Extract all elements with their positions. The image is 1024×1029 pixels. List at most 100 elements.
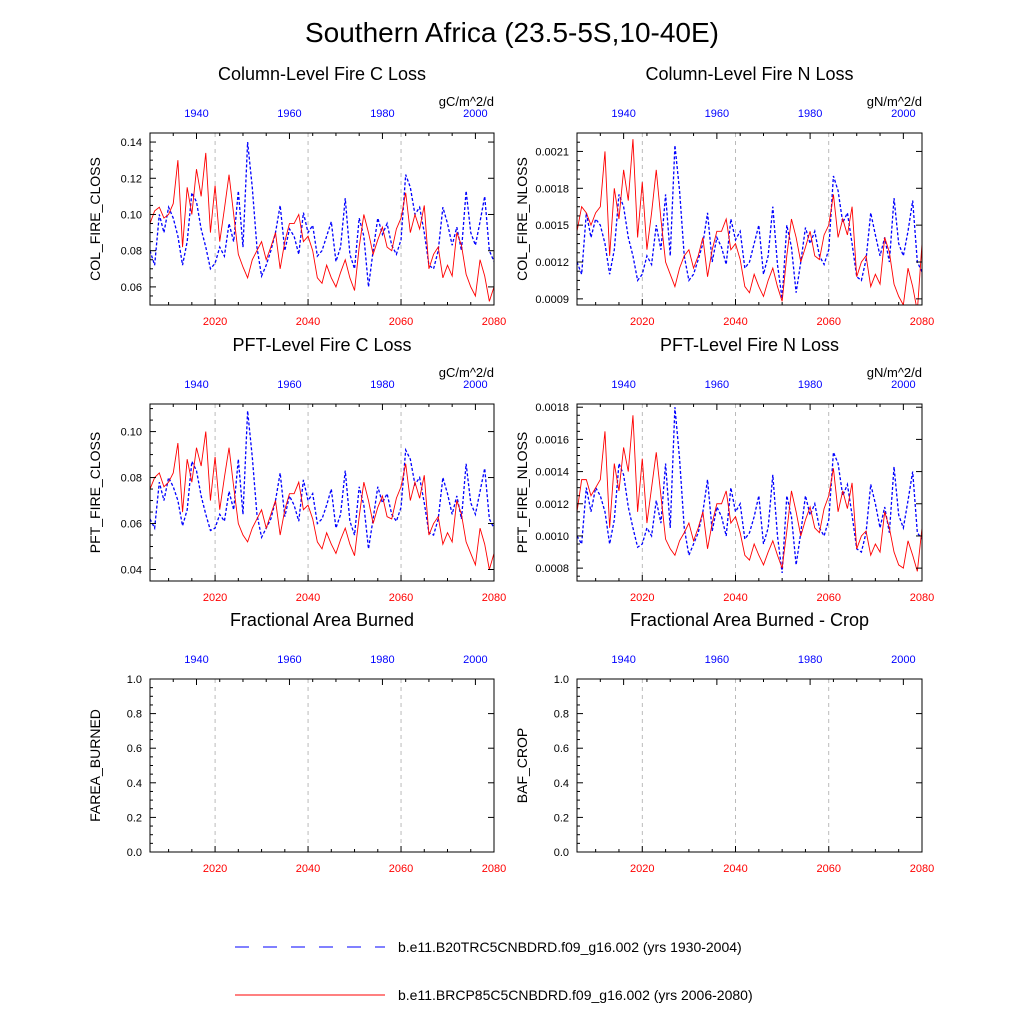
y-tick-label: 0.0018 bbox=[535, 402, 569, 414]
series-line-historical bbox=[577, 407, 922, 574]
series-line-future bbox=[150, 152, 494, 302]
x-tick-label-bottom: 2080 bbox=[482, 863, 506, 875]
x-tick-label-top: 1960 bbox=[705, 379, 729, 391]
y-tick-label: 0.0 bbox=[127, 847, 142, 859]
x-tick-label-top: 2000 bbox=[463, 654, 487, 666]
x-tick-label-bottom: 2020 bbox=[203, 316, 227, 328]
y-tick-label: 0.0 bbox=[554, 847, 569, 859]
y-tick-label: 0.10 bbox=[121, 427, 142, 439]
x-tick-label-top: 1940 bbox=[184, 654, 208, 666]
x-tick-label-bottom: 2060 bbox=[817, 863, 841, 875]
y-axis-label: BAF_CROP bbox=[514, 728, 530, 803]
y-tick-label: 1.0 bbox=[554, 674, 569, 686]
y-tick-label: 1.0 bbox=[127, 674, 142, 686]
x-tick-label-bottom: 2060 bbox=[817, 592, 841, 604]
panels-group: Column-Level Fire C Loss gC/m^2/d COL_FIRE… bbox=[87, 64, 934, 875]
figure-title: Southern Africa (23.5-5S,10-40E) bbox=[305, 17, 719, 48]
panel-title: PFT-Level Fire C Loss bbox=[232, 335, 411, 355]
x-tick-label-top: 1960 bbox=[705, 108, 729, 120]
x-tick-label-bottom: 2080 bbox=[482, 592, 506, 604]
y-tick-label: 0.6 bbox=[127, 743, 142, 755]
x-tick-label-bottom: 2020 bbox=[203, 863, 227, 875]
units-label: gN/m^2/d bbox=[867, 94, 922, 109]
plot-frame bbox=[576, 132, 923, 306]
y-tick-label: 0.2 bbox=[127, 812, 142, 824]
y-tick-label: 0.08 bbox=[121, 246, 142, 258]
y-tick-label: 0.8 bbox=[554, 709, 569, 721]
x-tick-label-bottom: 2080 bbox=[910, 863, 934, 875]
x-tick-label-top: 1980 bbox=[370, 654, 394, 666]
y-tick-label: 0.8 bbox=[127, 709, 142, 721]
x-tick-label-top: 2000 bbox=[463, 379, 487, 391]
x-tick-label-bottom: 2060 bbox=[817, 316, 841, 328]
y-tick-label: 0.2 bbox=[554, 812, 569, 824]
y-tick-label: 0.6 bbox=[554, 743, 569, 755]
panel-title: Fractional Area Burned bbox=[230, 610, 414, 630]
plot-frame bbox=[149, 403, 495, 582]
y-tick-label: 0.06 bbox=[121, 519, 142, 531]
y-tick-label: 0.0021 bbox=[535, 146, 569, 158]
x-tick-label-bottom: 2060 bbox=[389, 316, 413, 328]
x-tick-label-bottom: 2020 bbox=[630, 592, 654, 604]
y-tick-label: 0.0010 bbox=[535, 531, 569, 543]
chart-panel-2: PFT-Level Fire C Loss gC/m^2/d PFT_FIRE_CL… bbox=[87, 335, 506, 604]
x-tick-label-top: 1980 bbox=[798, 379, 822, 391]
y-axis-label: PFT_FIRE_CLOSS bbox=[87, 432, 103, 553]
plot-frame bbox=[576, 678, 923, 853]
chart-panel-4: Fractional Area Burned FAREA_BURNED 2020 20… bbox=[87, 610, 506, 875]
series-line-future bbox=[577, 415, 922, 572]
units-label: gN/m^2/d bbox=[867, 365, 922, 380]
x-tick-label-top: 1960 bbox=[277, 654, 301, 666]
y-tick-label: 0.12 bbox=[121, 173, 142, 185]
y-tick-label: 0.0015 bbox=[535, 220, 569, 232]
y-tick-label: 0.4 bbox=[127, 778, 142, 790]
legend-label-historical: b.e11.B20TRC5CNBDRD.f09_g16.002 (yrs 193… bbox=[398, 939, 742, 955]
x-tick-label-top: 1940 bbox=[611, 654, 635, 666]
y-tick-label: 0.08 bbox=[121, 473, 142, 485]
series-line-historical bbox=[577, 145, 922, 299]
x-tick-label-top: 1980 bbox=[370, 379, 394, 391]
panel-title: PFT-Level Fire N Loss bbox=[660, 335, 839, 355]
x-tick-label-top: 1940 bbox=[184, 108, 208, 120]
panel-title: Fractional Area Burned - Crop bbox=[630, 610, 869, 630]
x-tick-label-top: 1980 bbox=[798, 108, 822, 120]
y-axis-label: COL_FIRE_CLOSS bbox=[87, 157, 103, 281]
legend: b.e11.B20TRC5CNBDRD.f09_g16.002 (yrs 193… bbox=[235, 939, 753, 1003]
y-tick-label: 0.0008 bbox=[535, 563, 569, 575]
y-axis-label: FAREA_BURNED bbox=[87, 709, 103, 822]
x-tick-label-top: 1980 bbox=[370, 108, 394, 120]
units-label: gC/m^2/d bbox=[439, 94, 494, 109]
x-tick-label-bottom: 2020 bbox=[203, 592, 227, 604]
x-tick-label-bottom: 2020 bbox=[630, 863, 654, 875]
chart-panel-3: PFT-Level Fire N Loss gN/m^2/d PFT_FIRE_NL… bbox=[514, 335, 934, 604]
x-tick-label-top: 1960 bbox=[277, 379, 301, 391]
y-tick-label: 0.0009 bbox=[535, 294, 569, 306]
x-tick-label-bottom: 2080 bbox=[910, 316, 934, 328]
x-tick-label-top: 2000 bbox=[463, 108, 487, 120]
y-tick-label: 0.0012 bbox=[535, 499, 569, 511]
panel-title: Column-Level Fire N Loss bbox=[645, 64, 853, 84]
series-line-future bbox=[577, 139, 922, 305]
plot-frame bbox=[576, 403, 923, 582]
y-tick-label: 0.0014 bbox=[535, 467, 569, 479]
panel-title: Column-Level Fire C Loss bbox=[218, 64, 426, 84]
x-tick-label-top: 1960 bbox=[705, 654, 729, 666]
x-tick-label-bottom: 2040 bbox=[723, 863, 747, 875]
chart-panel-1: Column-Level Fire N Loss gN/m^2/d COL_FIRE… bbox=[514, 64, 934, 328]
plot-frame bbox=[149, 678, 495, 853]
chart-panel-5: Fractional Area Burned - Crop BAF_CROP 202… bbox=[514, 610, 934, 875]
chart-panel-0: Column-Level Fire C Loss gC/m^2/d COL_FIRE… bbox=[87, 64, 506, 328]
y-tick-label: 0.10 bbox=[121, 209, 142, 221]
series-line-historical bbox=[150, 410, 494, 549]
x-tick-label-bottom: 2040 bbox=[296, 592, 320, 604]
x-tick-label-top: 1980 bbox=[798, 654, 822, 666]
x-tick-label-top: 2000 bbox=[891, 654, 915, 666]
series-line-future bbox=[150, 431, 494, 570]
x-tick-label-bottom: 2040 bbox=[723, 316, 747, 328]
x-tick-label-top: 1940 bbox=[611, 379, 635, 391]
x-tick-label-top: 1960 bbox=[277, 108, 301, 120]
y-tick-label: 0.0012 bbox=[535, 257, 569, 269]
x-tick-label-bottom: 2020 bbox=[630, 316, 654, 328]
legend-label-future: b.e11.BRCP85C5CNBDRD.f09_g16.002 (yrs 20… bbox=[398, 987, 753, 1003]
